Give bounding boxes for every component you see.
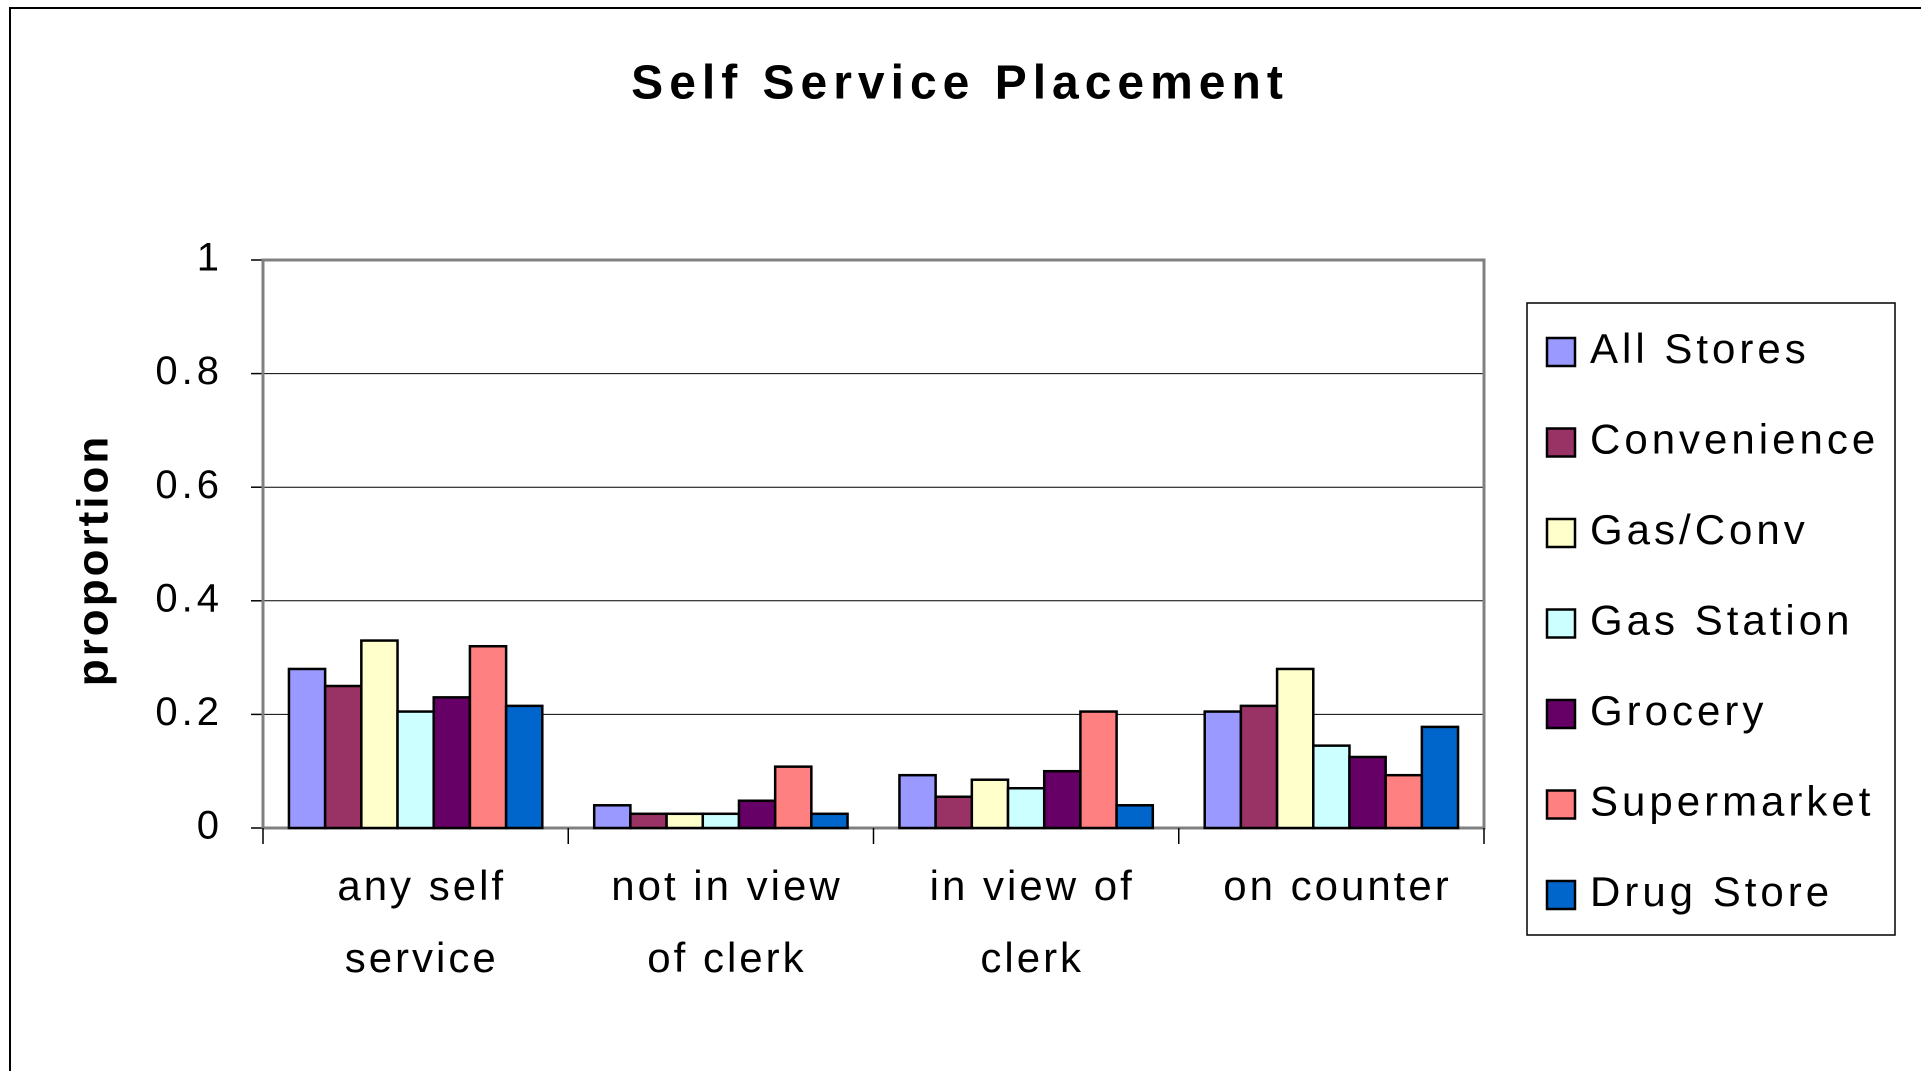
legend-swatch — [1545, 608, 1577, 639]
x-tick-label: not in view of clerk — [611, 862, 843, 981]
legend-swatch — [1545, 517, 1577, 549]
bar — [1384, 773, 1424, 830]
legend-label: Gas/Conv — [1590, 506, 1809, 553]
legend-swatch — [1545, 789, 1577, 820]
bar — [1275, 667, 1315, 830]
legend-swatch — [1545, 698, 1577, 730]
legend-label: Grocery — [1590, 687, 1767, 734]
bar — [1312, 744, 1351, 830]
bar — [360, 639, 399, 830]
bar — [1420, 725, 1460, 830]
y-tick-label: 0 — [197, 804, 223, 848]
bar — [737, 799, 777, 830]
bar — [665, 812, 705, 830]
bar — [1079, 710, 1118, 830]
x-tick-label: in view of clerk — [929, 862, 1135, 981]
bar — [1203, 710, 1243, 830]
bar — [396, 710, 435, 830]
y-tick-label: 0.2 — [155, 690, 223, 734]
bar — [1042, 769, 1082, 830]
bar — [287, 667, 327, 830]
legend-swatch — [1545, 427, 1577, 458]
y-axis-label: proportion — [69, 434, 118, 686]
legend-swatch — [1545, 879, 1577, 911]
bar — [323, 684, 363, 830]
legend-label: All Stores — [1590, 325, 1810, 372]
bar — [1006, 786, 1046, 830]
bar — [1115, 804, 1155, 830]
bar — [432, 696, 472, 830]
bar — [810, 812, 849, 830]
bar — [701, 812, 741, 830]
bar — [898, 773, 937, 830]
legend-swatch — [1545, 336, 1577, 368]
bar — [468, 644, 508, 830]
bar — [592, 804, 632, 830]
y-tick-label: 1 — [197, 236, 223, 280]
legend-label: Drug Store — [1590, 868, 1833, 915]
bar — [934, 795, 974, 830]
bar — [504, 704, 544, 830]
y-tick-label: 0.8 — [155, 349, 223, 393]
bar — [1348, 755, 1387, 830]
y-tick-label: 0.6 — [155, 463, 223, 507]
x-tick-label: any self service — [337, 862, 507, 981]
chart-title: Self Service Placement — [631, 57, 1289, 110]
bar — [1239, 704, 1279, 830]
legend-label: Convenience — [1590, 416, 1879, 463]
x-tick-label: on counter — [1223, 862, 1452, 909]
legend-label: Supermarket — [1590, 778, 1874, 825]
bar — [970, 778, 1010, 830]
legend-box — [1526, 302, 1896, 936]
bar — [773, 765, 813, 830]
y-tick-label: 0.4 — [155, 576, 223, 620]
legend-label: Gas Station — [1590, 597, 1853, 644]
chart-border — [9, 7, 1921, 1071]
bar — [629, 812, 668, 830]
